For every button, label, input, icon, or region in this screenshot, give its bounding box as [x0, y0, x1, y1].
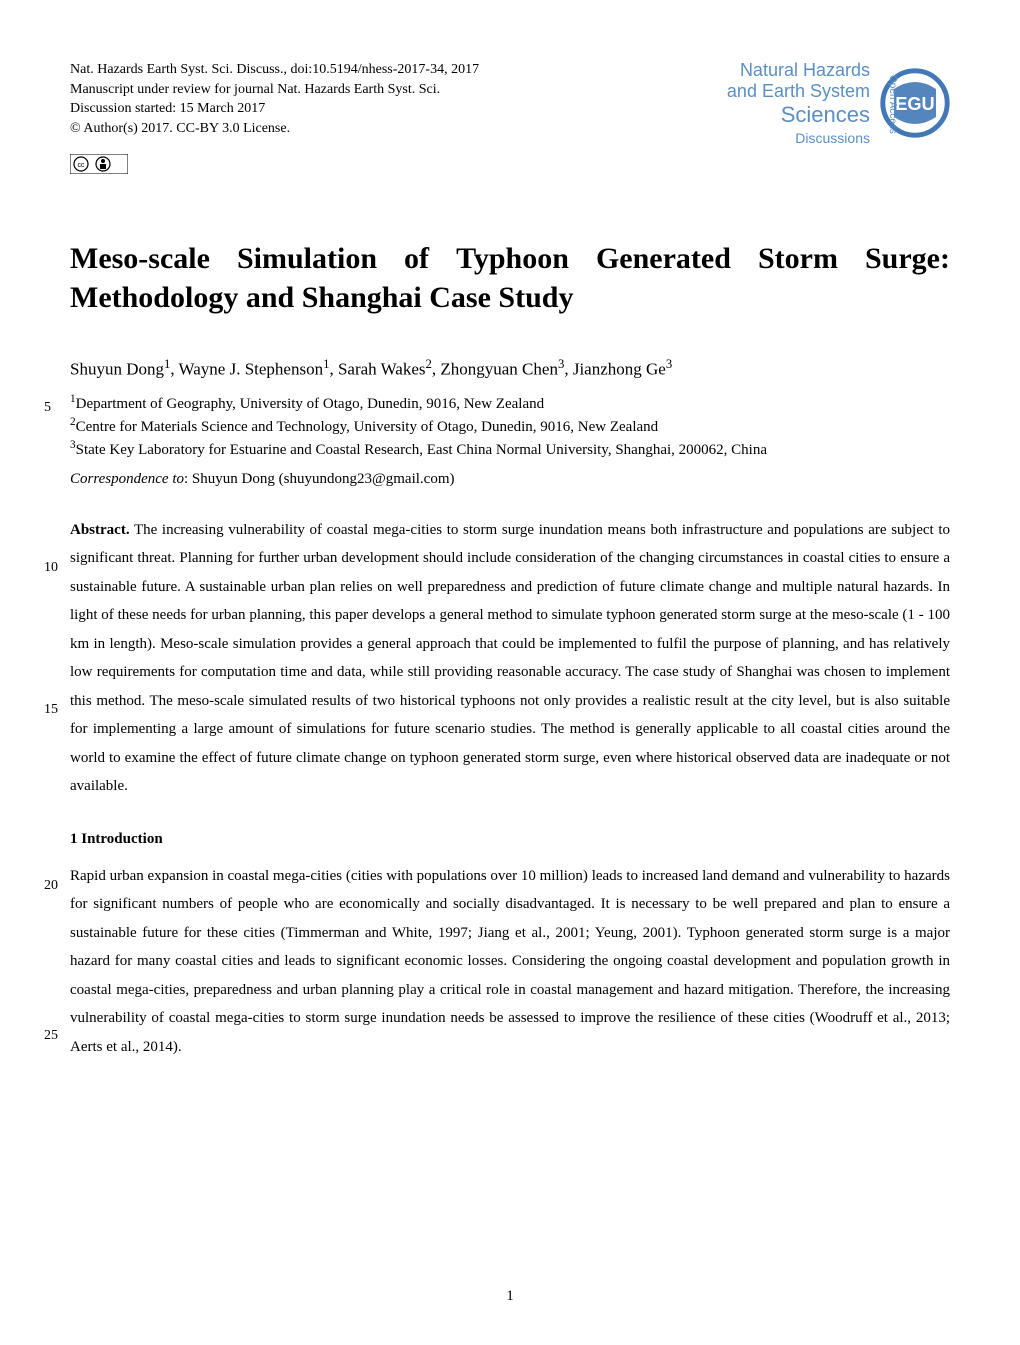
- abstract-text: The increasing vulnerability of coastal …: [70, 522, 950, 795]
- journal-name: Natural Hazards and Earth System Science…: [727, 60, 870, 146]
- paper-title: Meso-scale Simulation of Typhoon Generat…: [70, 239, 950, 317]
- author-list: Shuyun Dong1, Wayne J. Stephenson1, Sara…: [70, 357, 950, 380]
- journal-brand-block: Natural Hazards and Earth System Science…: [727, 60, 950, 146]
- review-line: Manuscript under review for journal Nat.…: [70, 80, 479, 100]
- correspondence-label: Correspondence to: [70, 471, 184, 487]
- abstract: Abstract. The increasing vulnerability o…: [70, 516, 950, 801]
- title-line2: Methodology and Shanghai Case Study: [70, 278, 950, 317]
- open-access-label: Open Access: [887, 75, 898, 134]
- line-number-15: 15: [44, 702, 58, 718]
- section-1-paragraph: Rapid urban expansion in coastal mega-ci…: [70, 862, 950, 1062]
- correspondence: Correspondence to: Shuyun Dong (shuyundo…: [70, 471, 950, 488]
- copyright-line: © Author(s) 2017. CC-BY 3.0 License.: [70, 119, 479, 139]
- line-number-25: 25: [44, 1028, 58, 1044]
- correspondence-text: : Shuyun Dong (shuyundong23@gmail.com): [184, 471, 454, 487]
- section-1-heading: 1 Introduction: [70, 831, 950, 848]
- affiliation-1: 1Department of Geography, University of …: [70, 392, 950, 415]
- header-metadata: Nat. Hazards Earth Syst. Sci. Discuss., …: [70, 60, 479, 138]
- line-number-20: 20: [44, 878, 58, 894]
- journal-line2: and Earth System: [727, 81, 870, 102]
- journal-line4: Discussions: [727, 130, 870, 146]
- line-number-10: 10: [44, 560, 58, 576]
- abstract-label: Abstract.: [70, 522, 130, 538]
- affiliations: 1Department of Geography, University of …: [70, 392, 950, 461]
- journal-line3: Sciences: [727, 102, 870, 128]
- header: Nat. Hazards Earth Syst. Sci. Discuss., …: [70, 60, 950, 146]
- citation-line: Nat. Hazards Earth Syst. Sci. Discuss., …: [70, 60, 479, 80]
- page-number: 1: [506, 1288, 514, 1305]
- journal-line1: Natural Hazards: [727, 60, 870, 81]
- affiliation-3: 3State Key Laboratory for Estuarine and …: [70, 438, 950, 461]
- line-number-5: 5: [44, 400, 51, 416]
- title-line1: Meso-scale Simulation of Typhoon Generat…: [70, 239, 950, 278]
- svg-text:EGU: EGU: [895, 94, 934, 114]
- affiliation-2: 2Centre for Materials Science and Techno…: [70, 415, 950, 438]
- discussion-date: Discussion started: 15 March 2017: [70, 99, 479, 119]
- svg-text:cc: cc: [78, 162, 86, 169]
- cc-license-badge-icon: cc: [70, 154, 950, 179]
